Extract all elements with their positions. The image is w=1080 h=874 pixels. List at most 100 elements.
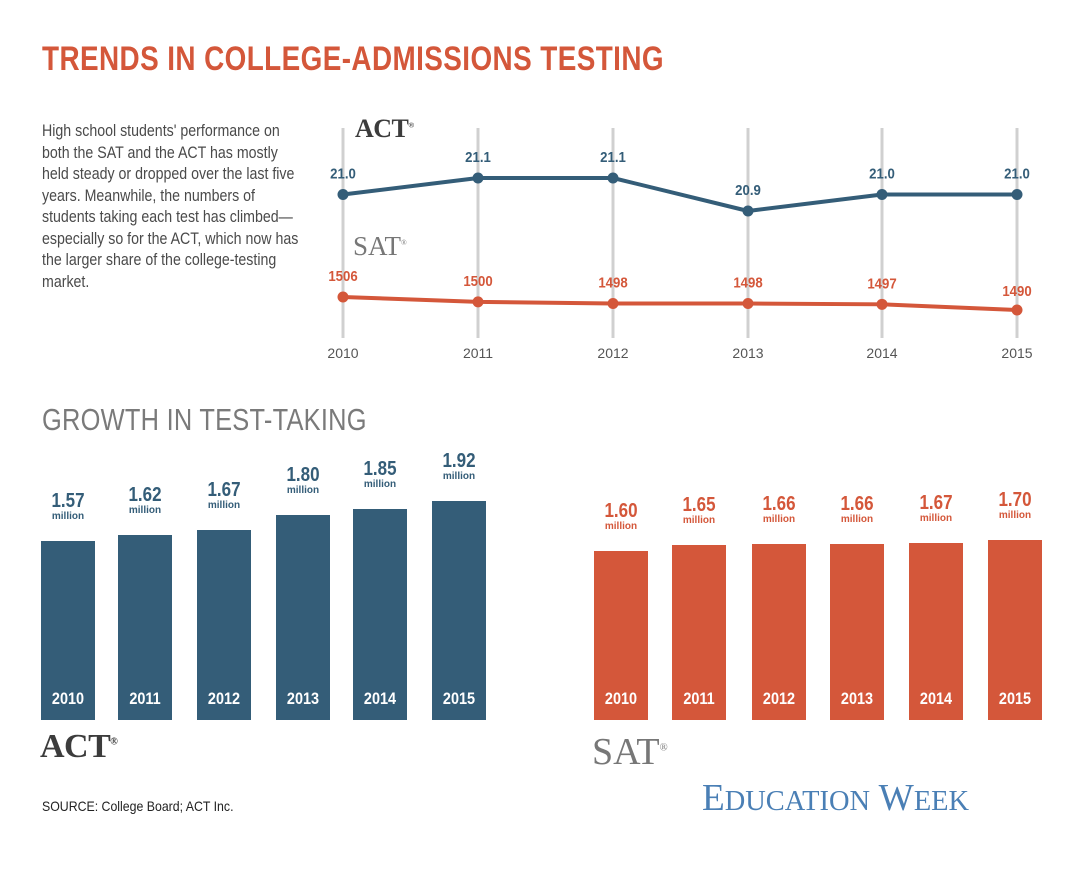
- act-bar-year-label: 2015: [442, 689, 476, 708]
- sat-bar-year-label: 2014: [919, 689, 953, 708]
- act-bar-year-label: 2014: [363, 689, 397, 708]
- sat-bar-2012: 2012: [752, 544, 806, 720]
- sat-bar-year-label: 2011: [683, 689, 715, 708]
- sat-bar-unit: million: [682, 515, 716, 526]
- sat-bar-2014: 2014: [909, 543, 963, 720]
- act-bar-value-label-2011: 1.62 million: [105, 485, 185, 517]
- sat-bar-unit: million: [998, 510, 1032, 521]
- act-data-label-2014: 21.0: [869, 165, 895, 182]
- act-bar-unit: million: [128, 505, 162, 516]
- act-bar-unit: million: [51, 511, 85, 522]
- sat-point-2015: [1011, 304, 1023, 316]
- act-bar-value-label-2014: 1.85 million: [340, 459, 420, 491]
- sat-bar-value-label-2015: 1.70 million: [975, 490, 1055, 522]
- act-logo-line-chart: ACT®: [355, 114, 414, 144]
- act-trademark-mark: ®: [408, 120, 414, 130]
- sat-trademark-mark: ®: [659, 742, 668, 754]
- act-bar-value-label-2012: 1.67 million: [184, 480, 264, 512]
- sat-data-label-2012: 1498: [598, 274, 627, 291]
- act-bar-2014: 2014: [353, 509, 407, 720]
- sat-bar-year-label: 2012: [762, 689, 796, 708]
- act-data-label-2015: 21.0: [1004, 165, 1030, 182]
- sat-point-2013: [742, 298, 754, 309]
- sat-point-2012: [607, 298, 619, 309]
- sat-bar-unit: million: [604, 521, 638, 532]
- sat-logo-text: SAT: [592, 731, 660, 773]
- act-point-2010: [337, 189, 349, 200]
- sat-bar-value-label-2011: 1.65 million: [659, 495, 739, 527]
- sat-bar-value-label-2014: 1.67 million: [896, 493, 976, 525]
- sat-bar-value-label-2012: 1.66 million: [739, 494, 819, 526]
- act-bar-value-label-2015: 1.92 million: [419, 451, 499, 483]
- act-bar-2010: 2010: [41, 541, 95, 720]
- x-tick-label-2012: 2012: [597, 345, 628, 361]
- sat-data-label-2010: 1506: [328, 267, 357, 284]
- act-point-2011: [472, 172, 484, 184]
- act-bar-unit: million: [442, 471, 476, 482]
- x-tick-label-2015: 2015: [1001, 345, 1032, 361]
- x-tick-label-2013: 2013: [732, 345, 763, 361]
- act-bar-value-label-2013: 1.80 million: [263, 465, 343, 497]
- source-note: SOURCE: College Board; ACT Inc.: [42, 798, 234, 814]
- act-bar-value: 1.67: [207, 479, 241, 501]
- sat-bar-value: 1.67: [919, 492, 953, 514]
- act-data-label-2012: 21.1: [600, 148, 626, 165]
- act-bar-unit: million: [207, 500, 241, 511]
- act-logo-text: ACT: [355, 114, 409, 143]
- x-tick-label-2014: 2014: [866, 345, 897, 361]
- act-bar-value: 1.80: [286, 464, 320, 486]
- sat-bar-year-label: 2010: [604, 689, 638, 708]
- sat-bar-value: 1.60: [604, 500, 638, 522]
- act-point-2012: [607, 172, 619, 184]
- act-series-line: [342, 176, 1017, 213]
- act-bar-2015: 2015: [432, 501, 486, 720]
- sat-bar-unit: million: [762, 514, 796, 525]
- act-bar-year-label: 2012: [207, 689, 241, 708]
- sat-data-label-2011: 1500: [463, 272, 492, 289]
- sat-bar-2011: 2011: [672, 545, 726, 720]
- intro-text: High school students' performance on bot…: [42, 122, 299, 291]
- sat-data-label-2015: 1490: [1002, 282, 1031, 299]
- sat-data-label-2013: 1498: [733, 274, 762, 291]
- act-trademark-mark: ®: [110, 736, 118, 748]
- sat-bar-value: 1.65: [682, 494, 716, 516]
- act-bar-value: 1.85: [363, 458, 397, 480]
- sat-point-2010: [337, 291, 349, 303]
- sat-bar-value-label-2013: 1.66 million: [817, 494, 897, 526]
- sat-bar-unit: million: [840, 514, 874, 525]
- sat-logo-bar-chart: SAT®: [592, 730, 668, 774]
- sat-bar-value: 1.70: [998, 489, 1032, 511]
- act-point-2014: [876, 189, 888, 200]
- act-point-2013: [742, 205, 754, 217]
- sat-bar-2015: 2015: [988, 540, 1042, 720]
- act-bar-value: 1.92: [442, 450, 476, 472]
- act-bar-unit: million: [286, 485, 320, 496]
- act-bar-year-label: 2010: [51, 689, 85, 708]
- act-data-label-2011: 21.1: [465, 148, 491, 165]
- sat-bar-2013: 2013: [830, 544, 884, 720]
- act-point-2015: [1011, 189, 1023, 200]
- sat-bar-year-label: 2015: [998, 689, 1032, 708]
- sat-point-2014: [876, 298, 888, 310]
- act-bar-unit: million: [363, 479, 397, 490]
- act-logo-text: ACT: [40, 728, 111, 765]
- sat-series-line: [342, 295, 1018, 312]
- act-bar-value: 1.57: [51, 490, 85, 512]
- sat-bar-value: 1.66: [840, 493, 874, 515]
- education-week-logo: EDUCATION WEEK: [702, 777, 970, 819]
- act-bar-2011: 2011: [118, 535, 172, 720]
- act-bar-value-label-2010: 1.57 million: [28, 491, 108, 523]
- x-tick-label-2010: 2010: [327, 345, 358, 361]
- chart-title: TRENDS IN COLLEGE-ADMISSIONS TESTING: [42, 40, 664, 78]
- x-tick-label-2011: 2011: [463, 345, 493, 361]
- act-bar-value: 1.62: [128, 484, 162, 506]
- sat-bar-value-label-2010: 1.60 million: [581, 501, 661, 533]
- sat-trademark-mark: ®: [401, 238, 407, 247]
- sat-bar-unit: million: [919, 513, 953, 524]
- sat-point-2011: [472, 296, 484, 308]
- act-bar-year-label: 2013: [286, 689, 320, 708]
- sat-logo-line-chart: SAT®: [353, 231, 407, 262]
- sat-logo-text: SAT: [353, 231, 402, 261]
- act-bar-year-label: 2011: [129, 689, 161, 708]
- growth-title: GROWTH IN TEST-TAKING: [42, 402, 367, 437]
